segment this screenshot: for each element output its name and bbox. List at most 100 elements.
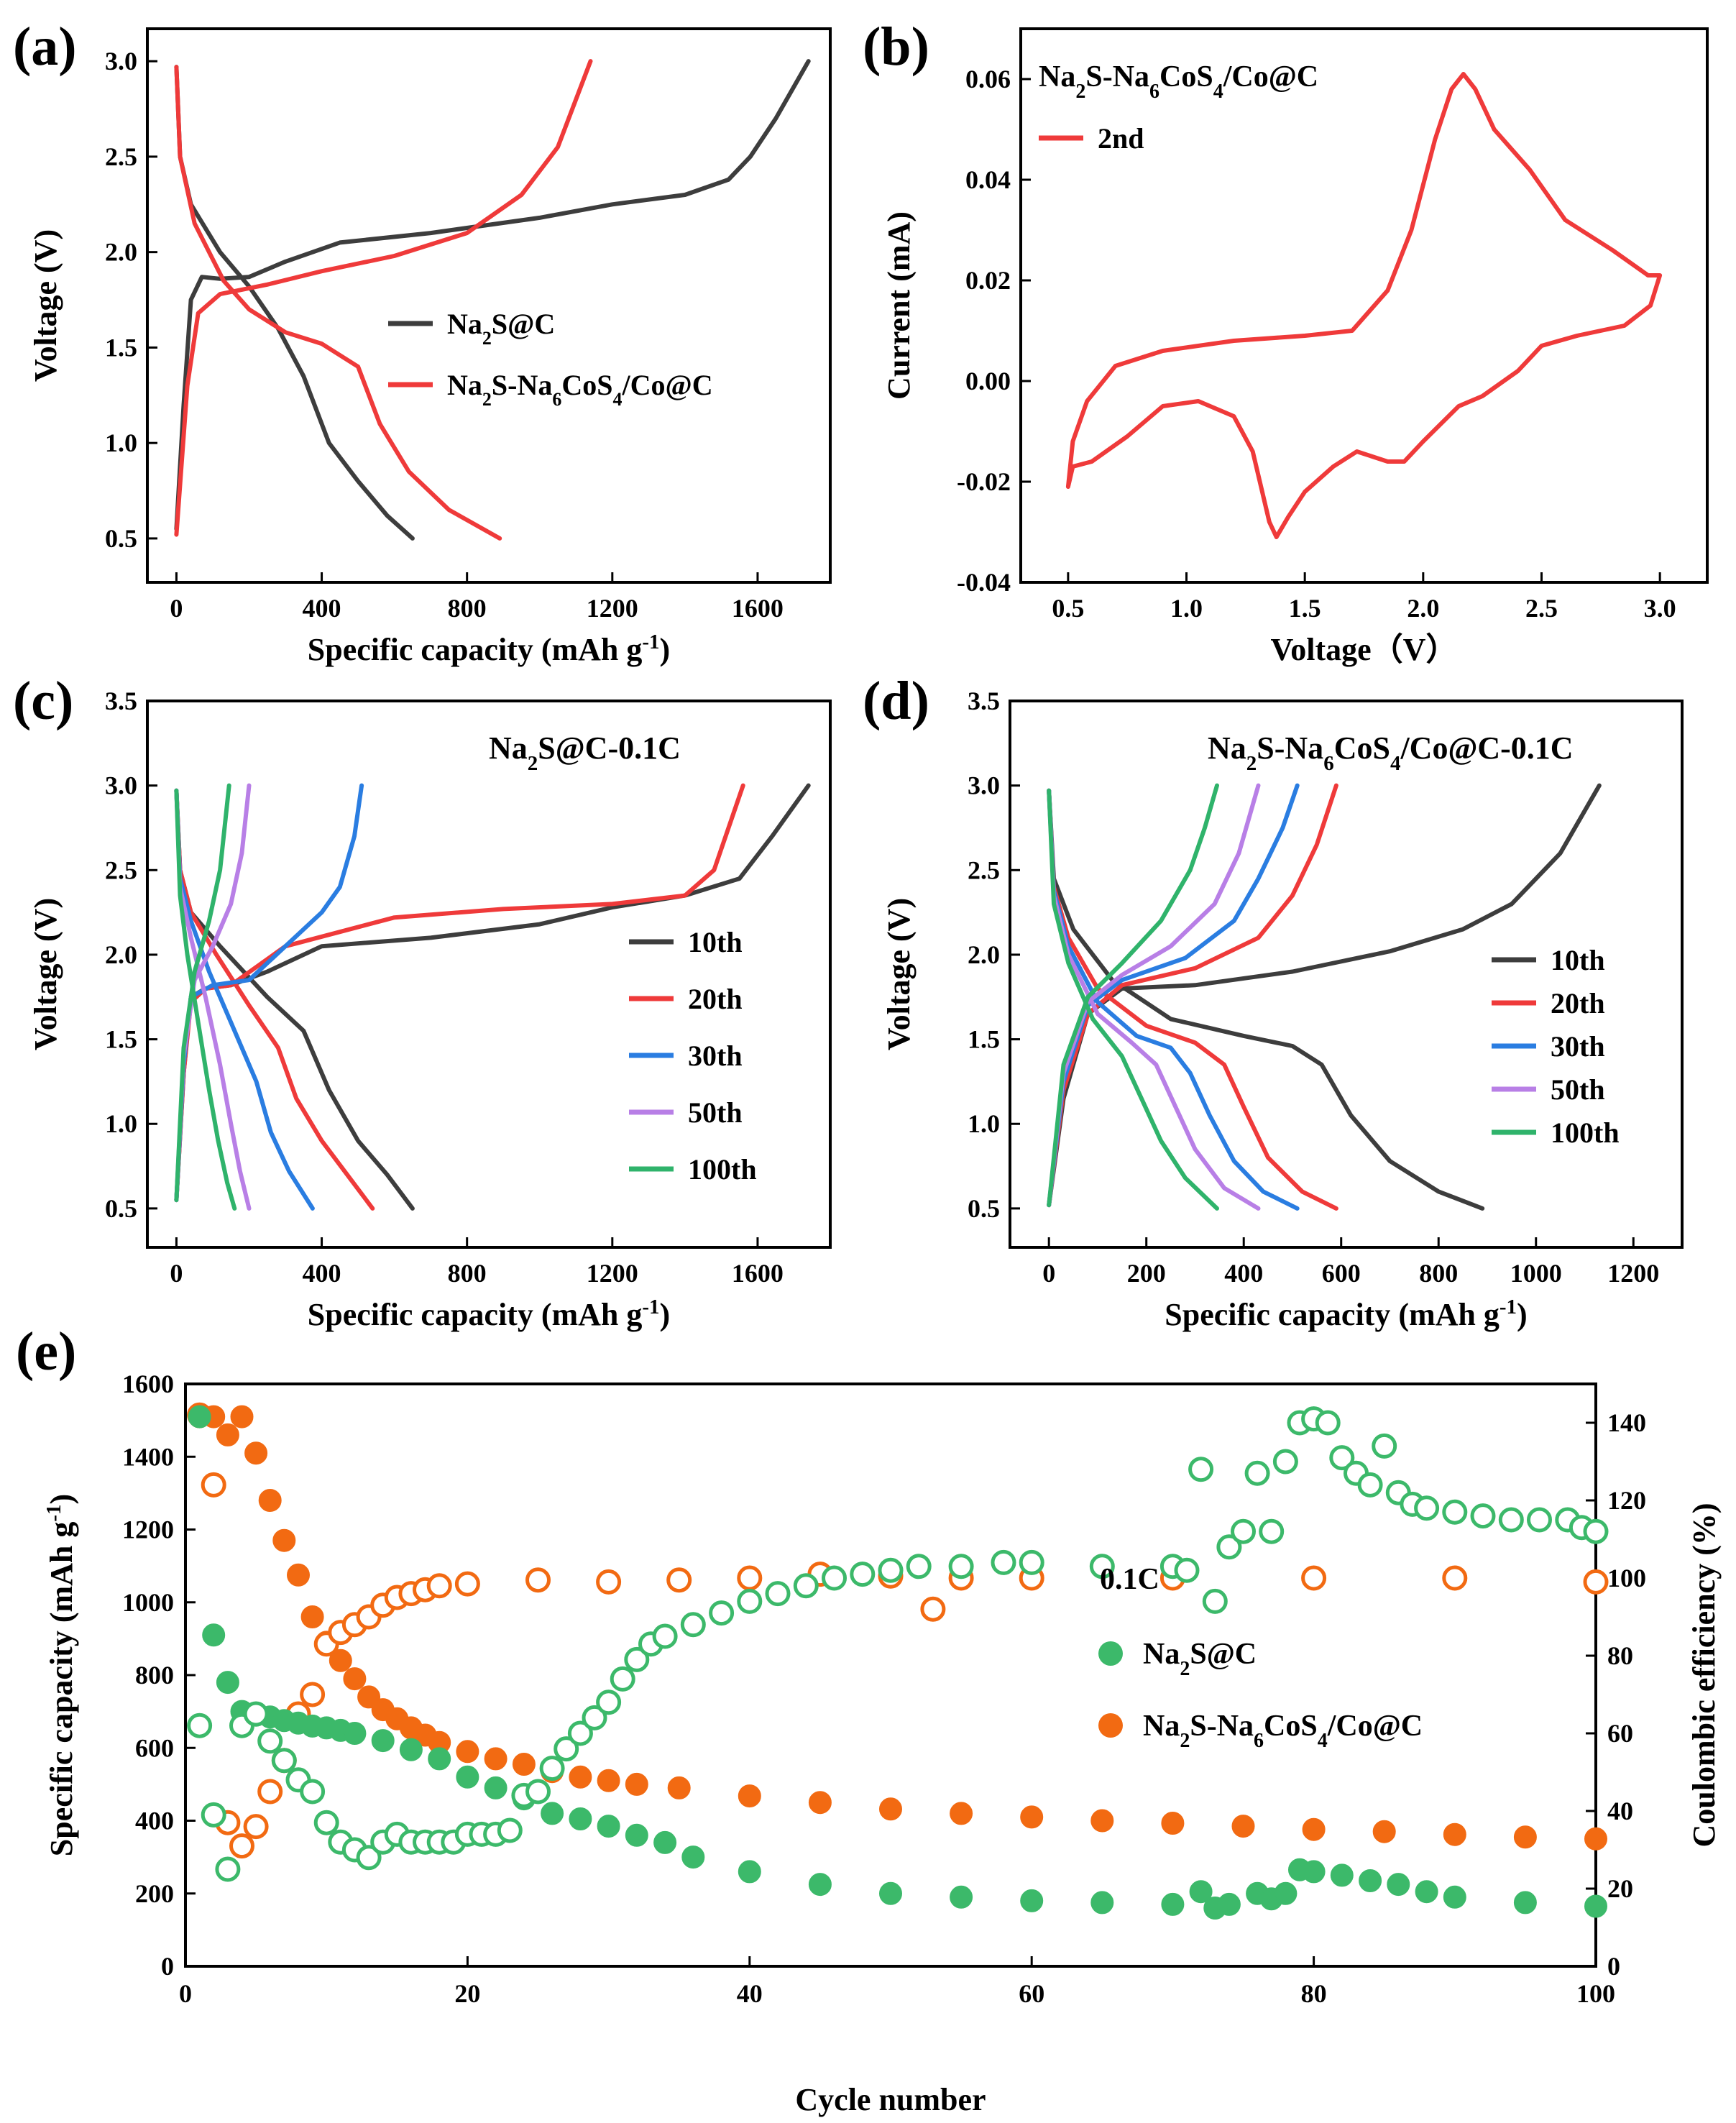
x-tick-label: 1200 — [587, 1259, 638, 1288]
y-tick-label: 0.00 — [965, 367, 1011, 395]
efficiency-point — [1259, 1518, 1285, 1544]
efficiency-point — [525, 1779, 551, 1805]
efficiency-point — [1414, 1495, 1440, 1521]
y-tick-label: 3.5 — [105, 687, 137, 715]
y-tick-label: 1.5 — [105, 1025, 137, 1054]
efficiency-point — [1583, 1569, 1609, 1595]
legend-20th-label: 20th — [688, 983, 743, 1015]
efficiency-point — [313, 1810, 339, 1835]
y-tick-label: 0.02 — [965, 266, 1011, 295]
y2-tick-label: 60 — [1607, 1719, 1633, 1748]
x-tick-label: 1.0 — [1170, 594, 1203, 623]
x-tick-label: 0 — [1042, 1259, 1055, 1288]
efficiency-point — [1301, 1565, 1327, 1591]
capacity-point — [272, 1528, 296, 1552]
y-tick-label: 0 — [161, 1952, 174, 1981]
x-tick-label: 1600 — [732, 1259, 784, 1288]
efficiency-point — [243, 1814, 269, 1840]
capacity-point — [343, 1667, 367, 1691]
x-axis-label: Specific capacity (mAh g-1) — [308, 631, 670, 667]
capacity-point — [569, 1765, 592, 1789]
efficiency-point — [582, 1705, 607, 1730]
capacity-point — [343, 1722, 367, 1745]
capacity-point — [244, 1441, 268, 1465]
capacity-point — [1372, 1820, 1396, 1843]
x-axis-label: Voltage（V） — [1271, 632, 1458, 667]
efficiency-point — [991, 1549, 1016, 1575]
panel-d: 0 200 400 600 800 1000 1200 0.5 1.0 1.5 2.0 2.5 3.0 3… — [863, 671, 1684, 1332]
y-tick-label: 2.5 — [105, 856, 137, 884]
capacity-point — [1020, 1889, 1044, 1912]
capacity-point — [1090, 1809, 1114, 1833]
y-tick-label: 1.0 — [968, 1109, 1000, 1138]
y-tick-label: 2.0 — [105, 238, 137, 267]
efficiency-point — [257, 1728, 283, 1754]
efficiency-point — [765, 1581, 791, 1607]
capacity-point — [1217, 1892, 1241, 1916]
discharge-curve — [174, 788, 315, 1211]
y-tick-label: 0.04 — [965, 165, 1011, 194]
legend-composite-label: Na2S-Na6CoS4/Co@C — [447, 369, 713, 410]
y-tick-label: 2.0 — [968, 940, 1000, 969]
capacity-point — [541, 1802, 564, 1825]
efficiency-point — [1315, 1410, 1341, 1436]
y-tick-label: 0.5 — [105, 524, 137, 553]
efficiency-point — [243, 1701, 269, 1727]
capacity-point — [1443, 1822, 1466, 1846]
capacity-point — [653, 1830, 677, 1854]
capacity-point — [738, 1784, 761, 1808]
x-tick-label: 80 — [1301, 1979, 1327, 2008]
x-axis-label: Cycle number — [795, 2082, 986, 2117]
capacity-point — [1161, 1812, 1185, 1835]
panel-b: 0.5 1.0 1.5 2.0 2.5 3.0 -0.04 -0.02 0.00 0.02 0.04… — [863, 17, 1709, 667]
efficiency-point — [666, 1567, 692, 1593]
y2-tick-label: 100 — [1607, 1564, 1646, 1592]
curve — [174, 59, 811, 531]
x-axis-label: Specific capacity (mAh g-1) — [1165, 1296, 1527, 1332]
efficiency-point — [1231, 1518, 1256, 1544]
y-tick-label: 2.5 — [968, 856, 1000, 884]
y-tick-label: 0.06 — [965, 65, 1011, 93]
capacity-point — [569, 1807, 592, 1830]
x-tick-label: 400 — [303, 594, 341, 623]
capacity-point — [1584, 1894, 1607, 1918]
x-tick-label: 0 — [179, 1979, 192, 2008]
y-tick-label: 3.5 — [968, 687, 1000, 715]
efficiency-point — [1329, 1445, 1355, 1471]
legend-30th-label: 30th — [1551, 1030, 1605, 1063]
efficiency-point — [850, 1562, 876, 1587]
efficiency-point — [1089, 1554, 1115, 1579]
x-axis-label: Specific capacity (mAh g-1) — [308, 1296, 670, 1332]
efficiency-point — [1442, 1499, 1468, 1525]
capacity-point — [1189, 1880, 1213, 1904]
capacity-point — [1513, 1825, 1537, 1849]
efficiency-point — [878, 1557, 904, 1583]
y-tick-label: 600 — [135, 1733, 174, 1762]
x-tick-label: 400 — [1224, 1259, 1263, 1288]
y-tick-label: 1200 — [122, 1516, 174, 1544]
charge-curve — [1047, 783, 1338, 1208]
capacity-point — [1274, 1881, 1298, 1905]
legend-20th-label: 20th — [1551, 987, 1605, 1019]
x-tick-label: 1200 — [587, 594, 638, 623]
y-tick-label: 1.0 — [105, 1109, 137, 1138]
capacity-point — [371, 1729, 395, 1753]
discharge-curve — [174, 788, 237, 1211]
efficiency-point — [497, 1817, 523, 1843]
discharge-curve — [1047, 788, 1219, 1211]
efficiency-point — [300, 1779, 326, 1805]
capacity-point — [216, 1671, 239, 1695]
legend-50th-label: 50th — [688, 1096, 743, 1129]
y-tick-label: 1400 — [122, 1442, 174, 1471]
capacity-point — [667, 1776, 691, 1799]
x-tick-label: 1.5 — [1289, 594, 1321, 623]
efficiency-point — [300, 1682, 326, 1707]
y2-tick-label: 120 — [1607, 1486, 1646, 1515]
capacity-point — [597, 1815, 620, 1838]
efficiency-point — [1272, 1449, 1298, 1475]
capacity-point — [1161, 1892, 1185, 1916]
efficiency-point — [426, 1573, 452, 1599]
y-tick-label: -0.02 — [957, 467, 1011, 496]
capacity-point — [1359, 1869, 1382, 1892]
efficiency-point — [709, 1600, 735, 1626]
